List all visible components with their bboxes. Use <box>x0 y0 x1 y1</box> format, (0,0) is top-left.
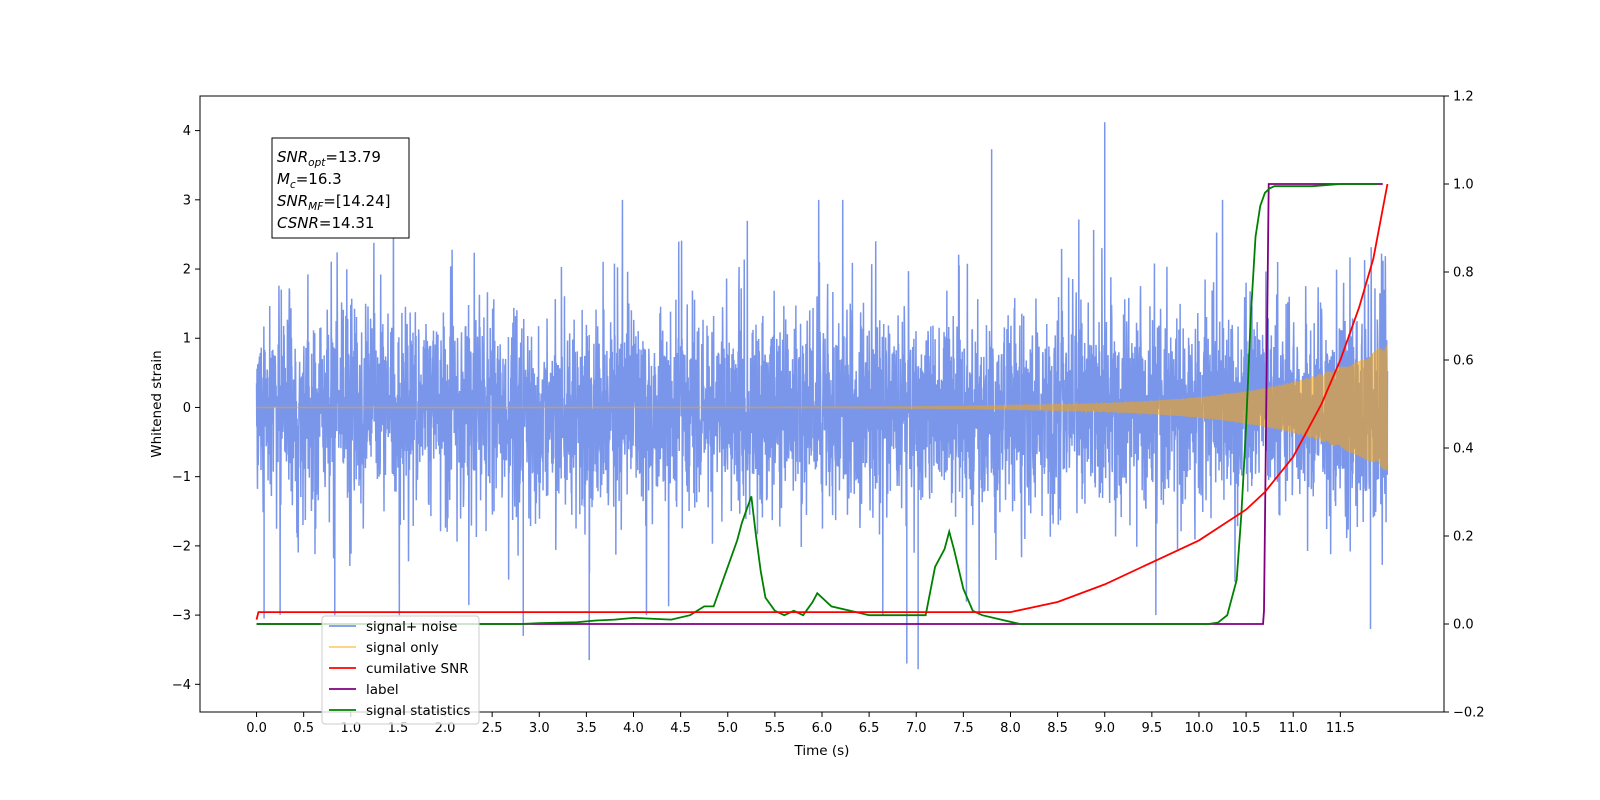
y-tick-label-right: 1.0 <box>1453 178 1474 193</box>
series-label <box>256 183 1383 625</box>
x-tick-label: 2.0 <box>435 721 456 736</box>
y-tick-label-left: 3 <box>183 193 191 208</box>
info-line: SNRMF=[14.24] <box>277 192 391 213</box>
y-axis-label-left: Whitened strain <box>149 350 165 457</box>
y-tick-label-left: 0 <box>183 401 191 416</box>
x-tick-label: 11.5 <box>1326 721 1355 736</box>
legend-label: label <box>366 682 399 698</box>
x-tick-label: 10.5 <box>1232 721 1261 736</box>
plot-area <box>255 122 1389 670</box>
x-tick-label: 2.5 <box>482 721 503 736</box>
info-box-frame <box>271 137 410 239</box>
axes: 0.0 0.5 1.0 1.5 2.0 2.5 3.0 3.5 4.0 4.5 5.0 5.5 6.0 6… <box>172 90 1485 737</box>
x-tick-label: 11.0 <box>1279 721 1308 736</box>
legend-label: signal only <box>366 640 439 656</box>
y-tick-label-left: −2 <box>172 539 191 554</box>
y-tick-label-right: 1.2 <box>1453 90 1474 105</box>
info-line: CSNR=14.31 <box>277 214 374 232</box>
x-tick-label: 6.5 <box>859 721 880 736</box>
x-tick-label: 5.5 <box>765 721 786 736</box>
y-tick-label-left: 4 <box>183 124 191 139</box>
x-tick-label: 9.0 <box>1094 721 1115 736</box>
x-tick-label: 1.5 <box>388 721 409 736</box>
y-tick-label-right: 0.6 <box>1453 354 1474 369</box>
y-tick-label-right: 0.2 <box>1453 530 1474 545</box>
y-tick-label-left: −1 <box>172 470 191 485</box>
y-tick-label-right: 0.0 <box>1453 618 1474 633</box>
info-box: SNRopt=13.79Mc=16.3SNRMF=[14.24]CSNR=14.… <box>271 137 410 239</box>
y-tick-label-left: −3 <box>172 609 191 624</box>
x-tick-label: 4.5 <box>670 721 691 736</box>
x-axis-label: Time (s) <box>794 743 850 759</box>
x-tick-label: 7.0 <box>906 721 927 736</box>
series-cumulative-snr <box>255 183 1389 620</box>
x-tick-label: 3.5 <box>576 721 597 736</box>
x-tick-label: 10.0 <box>1184 721 1213 736</box>
x-tick-label: 3.0 <box>529 721 550 736</box>
x-tick-label: 0.5 <box>293 721 314 736</box>
x-tick-label: 7.5 <box>953 721 974 736</box>
y-tick-label-left: 1 <box>183 332 191 347</box>
x-tick-label: 8.0 <box>1000 721 1021 736</box>
y-tick-label-right: 0.8 <box>1453 266 1474 281</box>
x-tick-label: 4.0 <box>623 721 644 736</box>
legend: signal+ noise signal only cumilative SNR la… <box>321 615 480 725</box>
info-line: SNRopt=13.79 <box>277 148 381 169</box>
legend-label: cumilative SNR <box>366 661 469 677</box>
y-tick-label-left: 2 <box>183 263 191 278</box>
x-tick-label: 1.0 <box>340 721 361 736</box>
series-signal-only <box>256 344 1389 470</box>
x-tick-label: 9.5 <box>1142 721 1163 736</box>
series-signal-statistics <box>256 183 1379 625</box>
x-tick-label: 5.0 <box>717 721 738 736</box>
y-tick-label-left: −4 <box>172 678 191 693</box>
legend-frame <box>321 615 480 725</box>
info-line: Mc=16.3 <box>277 170 342 191</box>
legend-label: signal statistics <box>366 703 470 719</box>
x-tick-label: 8.5 <box>1047 721 1068 736</box>
y-tick-label-right: 0.4 <box>1453 442 1474 457</box>
legend-label: signal+ noise <box>366 619 457 635</box>
series-signal-noise <box>255 122 1389 670</box>
y-tick-label-right: −0.2 <box>1453 706 1485 721</box>
x-tick-label: 0.0 <box>246 721 267 736</box>
x-tick-label: 6.0 <box>812 721 833 736</box>
